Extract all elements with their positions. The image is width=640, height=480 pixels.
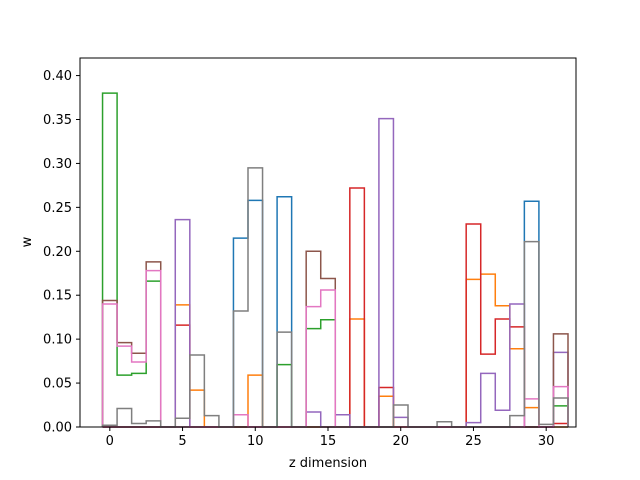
x-tick-label: 15 — [320, 434, 337, 449]
y-tick-label: 0.15 — [43, 289, 72, 304]
y-tick-label: 0.20 — [43, 245, 72, 260]
y-axis-label: w — [20, 236, 35, 247]
y-axis-ticks: 0.00 0.05 0.10 0.15 0.20 0.25 0.30 0.35 0.40 — [43, 69, 80, 436]
y-tick-label: 0.10 — [43, 333, 72, 348]
x-axis-ticks: 0 5 10 15 20 25 30 — [106, 427, 555, 449]
y-tick-label: 0.00 — [43, 421, 72, 436]
y-tick-label: 0.05 — [43, 377, 72, 392]
x-tick-label: 10 — [247, 434, 264, 449]
x-tick-label: 20 — [392, 434, 409, 449]
y-tick-label: 0.40 — [43, 69, 72, 84]
x-tick-label: 0 — [106, 434, 114, 449]
x-tick-label: 25 — [465, 434, 482, 449]
y-tick-label: 0.35 — [43, 113, 72, 128]
x-tick-label: 5 — [178, 434, 186, 449]
y-tick-label: 0.25 — [43, 201, 72, 216]
x-tick-label: 30 — [538, 434, 555, 449]
y-tick-label: 0.30 — [43, 157, 72, 172]
x-axis-label: z dimension — [289, 456, 367, 471]
